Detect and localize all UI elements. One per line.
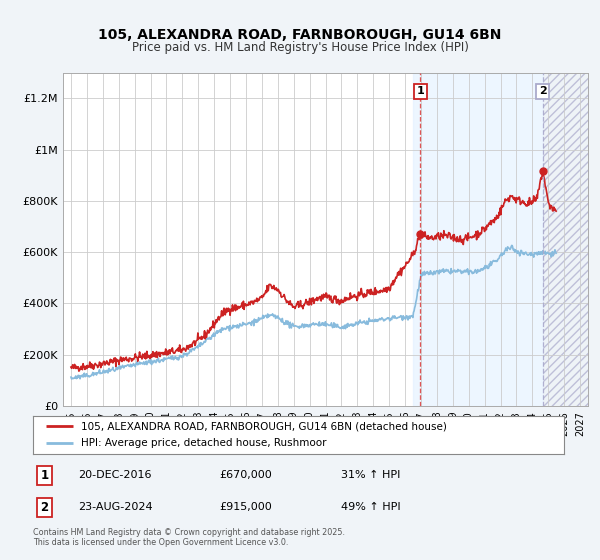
Text: 1: 1 bbox=[416, 86, 424, 96]
Text: 105, ALEXANDRA ROAD, FARNBOROUGH, GU14 6BN (detached house): 105, ALEXANDRA ROAD, FARNBOROUGH, GU14 6… bbox=[81, 421, 446, 431]
Text: 105, ALEXANDRA ROAD, FARNBOROUGH, GU14 6BN: 105, ALEXANDRA ROAD, FARNBOROUGH, GU14 6… bbox=[98, 28, 502, 42]
Text: 31% ↑ HPI: 31% ↑ HPI bbox=[341, 470, 400, 480]
Bar bbox=[413, 73, 542, 406]
Text: £915,000: £915,000 bbox=[219, 502, 272, 512]
Text: 20-DEC-2016: 20-DEC-2016 bbox=[78, 470, 152, 480]
Text: Contains HM Land Registry data © Crown copyright and database right 2025.
This d: Contains HM Land Registry data © Crown c… bbox=[33, 528, 345, 547]
Text: HPI: Average price, detached house, Rushmoor: HPI: Average price, detached house, Rush… bbox=[81, 438, 326, 448]
Bar bbox=[542, 73, 588, 406]
Text: £670,000: £670,000 bbox=[219, 470, 272, 480]
Text: 2: 2 bbox=[539, 86, 547, 96]
Text: Price paid vs. HM Land Registry's House Price Index (HPI): Price paid vs. HM Land Registry's House … bbox=[131, 40, 469, 54]
Text: 23-AUG-2024: 23-AUG-2024 bbox=[78, 502, 153, 512]
Text: 1: 1 bbox=[41, 469, 49, 482]
Text: 49% ↑ HPI: 49% ↑ HPI bbox=[341, 502, 401, 512]
Text: 2: 2 bbox=[41, 501, 49, 514]
